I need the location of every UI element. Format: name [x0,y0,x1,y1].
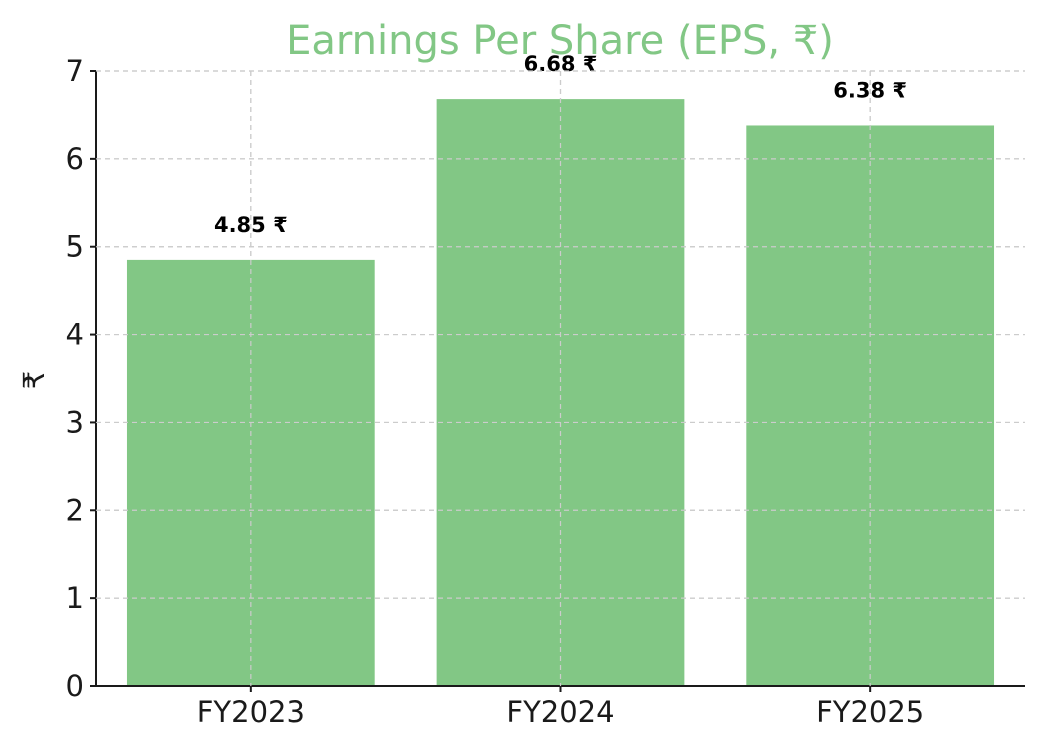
y-tick-label: 0 [66,669,84,703]
y-tick-label: 2 [66,493,84,527]
y-tick-label: 7 [66,54,84,88]
x-tick-label-fy2025: FY2025 [816,695,924,729]
label-layer: 4.85 ₹6.68 ₹6.38 ₹ [96,52,1025,686]
y-tick-label: 1 [66,581,84,615]
y-axis-label: ₹ [17,371,51,389]
x-tick-label-fy2024: FY2024 [506,695,614,729]
chart-title: Earnings Per Share (EPS, ₹) [286,18,834,64]
x-tick-label-fy2023: FY2023 [197,695,305,729]
y-tick-label: 3 [66,405,84,439]
y-tick-label: 5 [66,230,84,264]
y-tick-label: 4 [66,318,84,352]
y-tick-label: 6 [66,142,84,176]
